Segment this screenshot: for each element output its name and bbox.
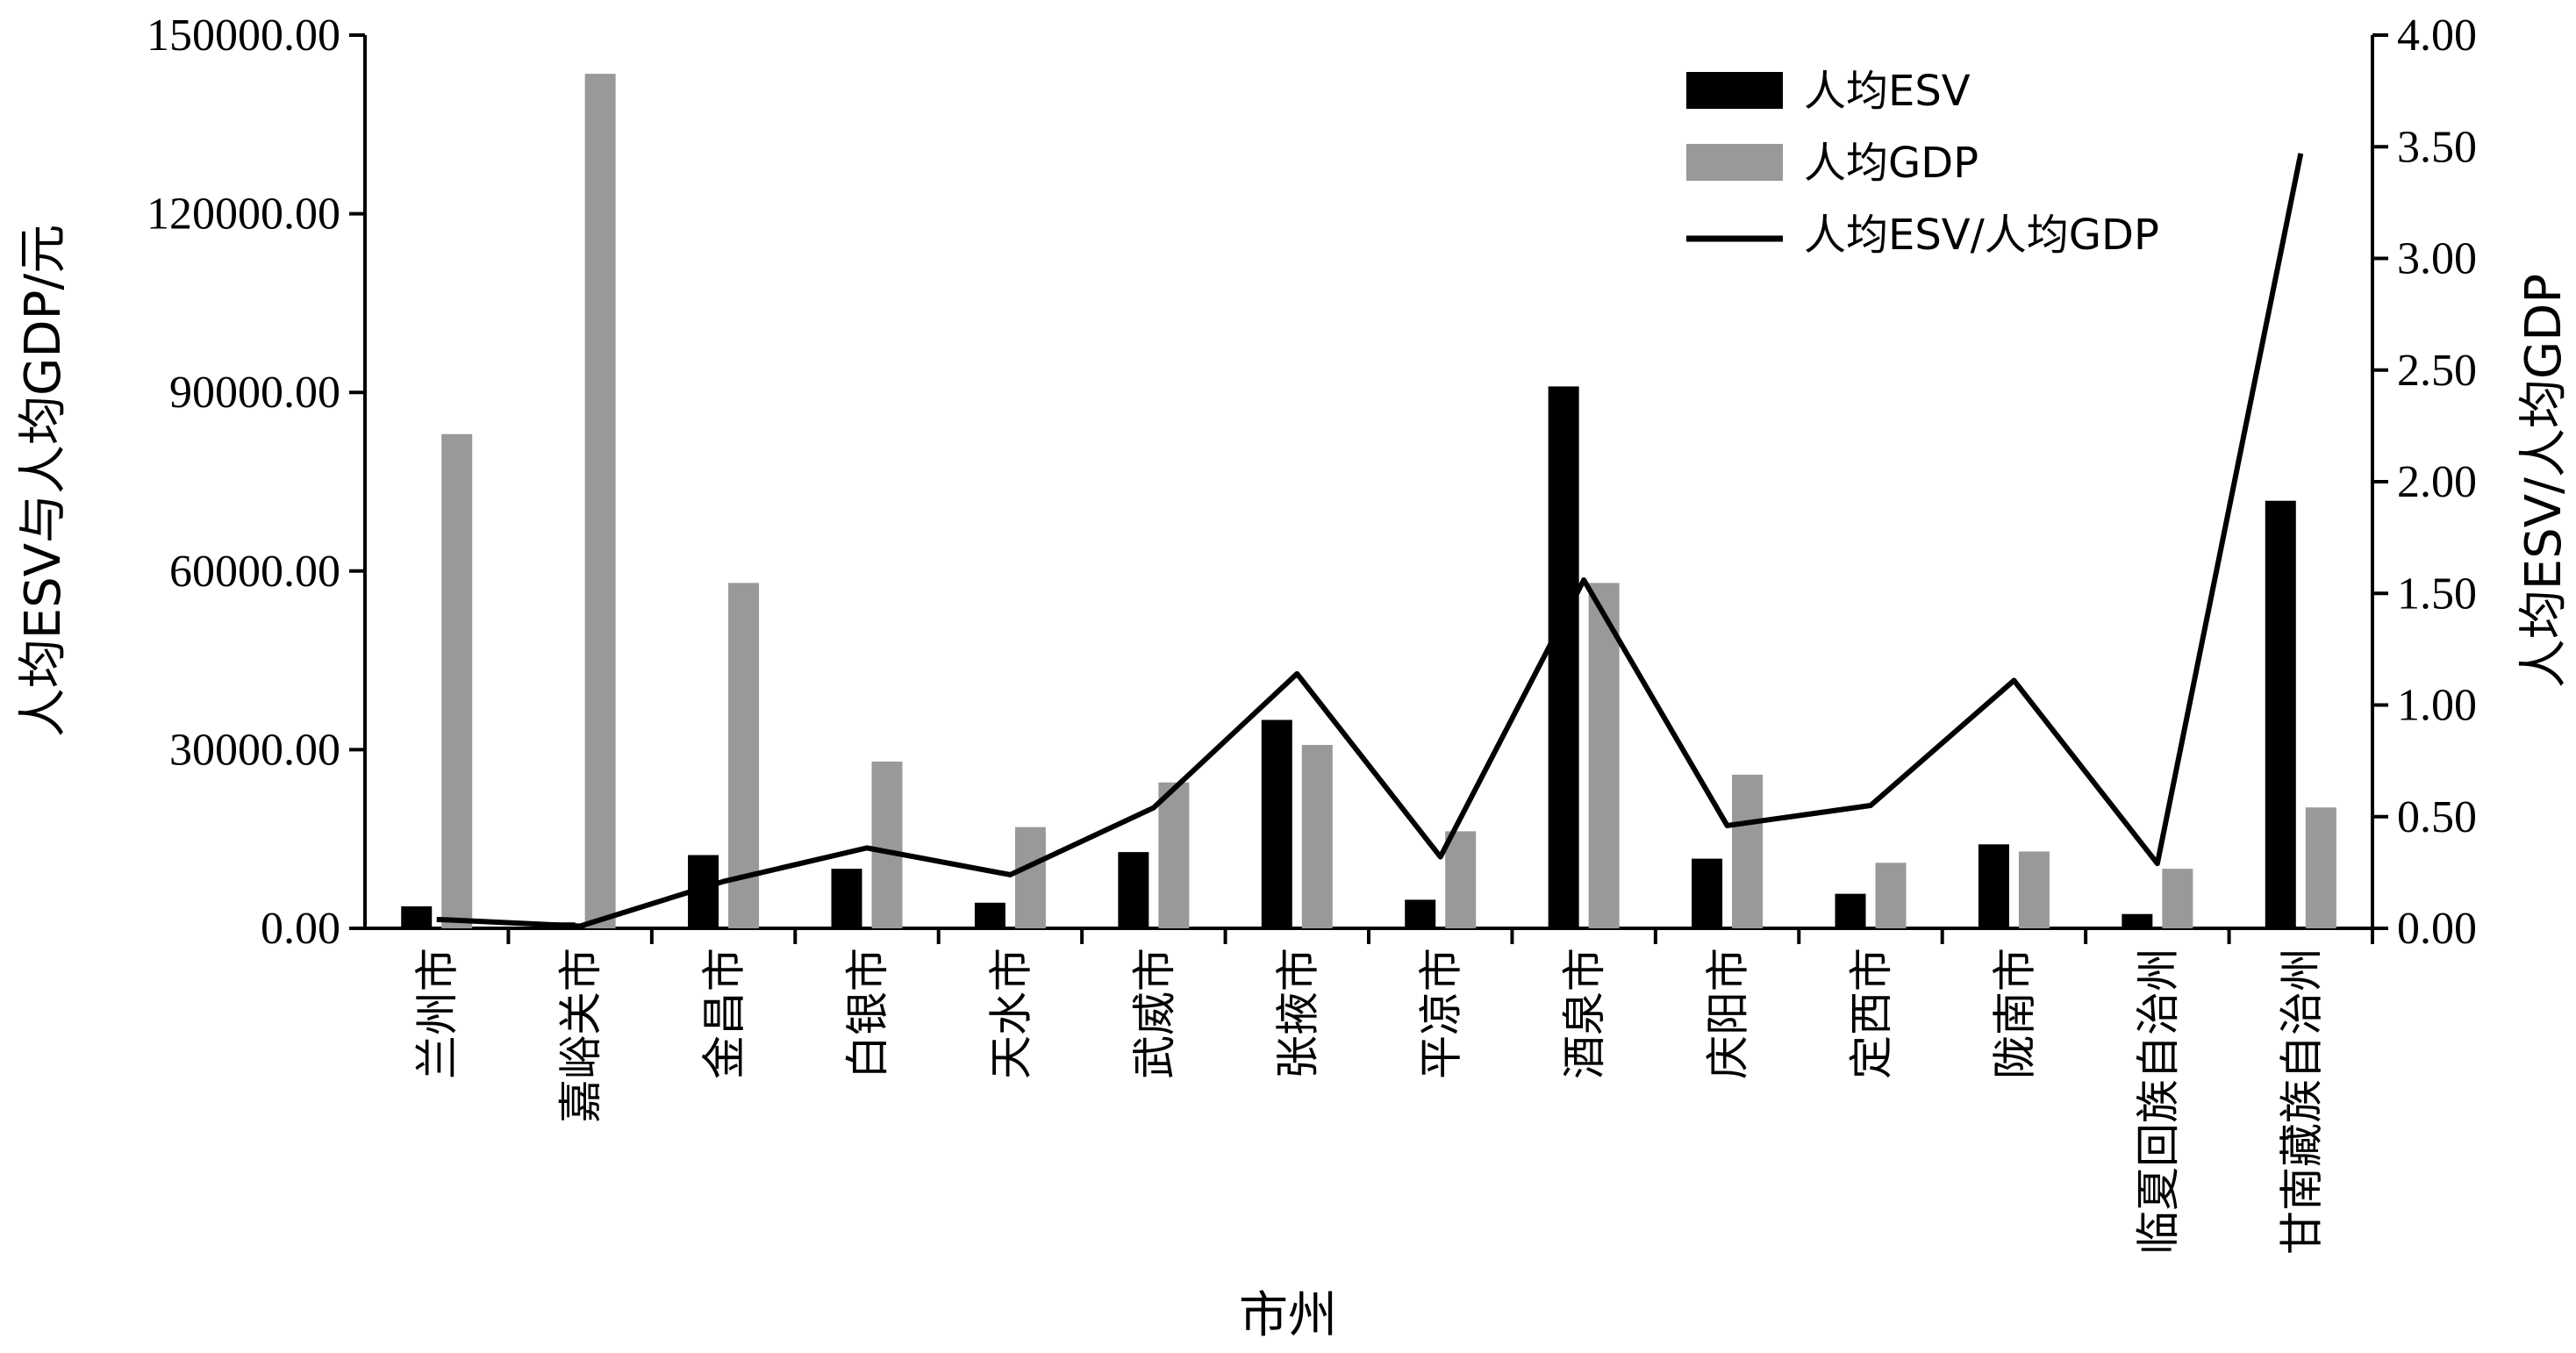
bar-esv (1118, 852, 1149, 928)
category-label: 定西市 (1846, 948, 1897, 1079)
y-left-tick-label: 90000.00 (169, 368, 340, 418)
bar-gdp (441, 433, 473, 928)
category-label-wrap: 金昌市 (699, 948, 750, 1079)
axes (363, 35, 2374, 930)
y-left-tick-label: 0.00 (261, 904, 340, 954)
y-right-tick-label: 2.00 (2397, 457, 2477, 507)
legend: 人均ESV 人均GDP 人均ESV/人均GDP (1686, 67, 2159, 260)
legend-label-esv: 人均ESV (1804, 67, 1971, 116)
bar-esv (831, 869, 862, 928)
ticks: 0.00 30000.00 60000.00 90000.00 120000.00 150… (147, 11, 2477, 954)
bar-esv (1261, 719, 1292, 928)
category-label-wrap: 平凉市 (1416, 948, 1467, 1079)
bar-esv (2122, 913, 2153, 928)
bar-gdp (1445, 831, 1477, 928)
y-axis-right-title-wrap: 人均ESV/人均GDP (2515, 274, 2572, 688)
category-label-wrap: 酒泉市 (1559, 948, 1610, 1079)
bar-esv (2265, 500, 2296, 928)
category-label-wrap: 陇南市 (1989, 948, 2040, 1079)
bar-gdp (1014, 827, 1046, 928)
bars (401, 74, 2336, 928)
bar-gdp (2305, 807, 2336, 928)
category-label: 兰州市 (412, 948, 463, 1079)
category-label-wrap: 临夏回族自治州 (2133, 948, 2184, 1255)
y-left-tick-label: 30000.00 (169, 725, 340, 775)
y-right-tick-label: 3.50 (2397, 122, 2477, 172)
category-label-wrap: 嘉峪关市 (555, 948, 606, 1123)
y-left-tick-label: 60000.00 (169, 547, 340, 597)
legend-label-gdp: 人均GDP (1804, 139, 1979, 188)
bar-gdp (1158, 782, 1190, 928)
category-label: 甘南藏族自治州 (2276, 948, 2327, 1255)
bar-gdp (1301, 744, 1333, 928)
bar-esv (1835, 893, 1866, 928)
category-label-wrap: 甘南藏族自治州 (2276, 948, 2327, 1255)
legend-swatch-esv (1686, 72, 1783, 109)
bar-esv (401, 906, 433, 928)
bar-esv (1692, 858, 1723, 928)
category-label: 武威市 (1129, 948, 1180, 1079)
bar-gdp (1732, 774, 1764, 928)
y-right-tick-label: 1.00 (2397, 681, 2477, 731)
y-right-tick-label: 3.00 (2397, 234, 2477, 284)
category-label: 庆阳市 (1703, 948, 1754, 1079)
category-label-wrap: 武威市 (1129, 948, 1180, 1079)
bar-gdp (2018, 851, 2050, 928)
y-right-tick-label: 0.50 (2397, 792, 2477, 842)
y-left-tick-label: 150000.00 (147, 11, 340, 61)
bar-esv (1978, 844, 2009, 928)
bar-gdp (871, 761, 903, 928)
category-label-wrap: 兰州市 (412, 948, 463, 1079)
category-label-wrap: 张掖市 (1272, 948, 1323, 1079)
bar-esv (1405, 899, 1436, 928)
y-right-tick-label: 0.00 (2397, 904, 2477, 954)
y-right-tick-label: 4.00 (2397, 11, 2477, 61)
bar-gdp (728, 583, 760, 928)
ratio-polyline (436, 153, 2304, 929)
bar-gdp (584, 74, 616, 928)
y-right-tick-label: 2.50 (2397, 346, 2477, 396)
category-label-wrap: 白银市 (842, 948, 893, 1079)
category-label-wrap: 庆阳市 (1703, 948, 1754, 1079)
category-label: 嘉峪关市 (555, 948, 606, 1123)
bar-gdp (2162, 869, 2193, 928)
category-label: 平凉市 (1416, 948, 1467, 1079)
y-axis-left-title: 人均ESV与人均GDP/元 (15, 225, 72, 737)
category-label: 天水市 (985, 948, 1036, 1079)
y-right-tick-label: 1.50 (2397, 569, 2477, 619)
bar-gdp (1588, 583, 1620, 928)
category-label: 陇南市 (1989, 948, 2040, 1079)
category-label: 白银市 (842, 948, 893, 1079)
category-label-wrap: 天水市 (985, 948, 1036, 1079)
category-label: 酒泉市 (1559, 948, 1610, 1079)
y-axis-left-title-wrap: 人均ESV与人均GDP/元 (15, 225, 72, 737)
bar-esv (974, 902, 1005, 928)
category-labels: 兰州市 嘉峪关市 金昌市 白银市 天水市 武威市 张掖市 平凉市 酒泉市 庆阳市 定西市 陇南市 临夏回… (412, 948, 2328, 1255)
legend-swatch-gdp (1686, 144, 1783, 181)
category-label-wrap: 定西市 (1846, 948, 1897, 1079)
ratio-line (436, 153, 2304, 929)
category-label: 临夏回族自治州 (2133, 948, 2184, 1255)
bar-esv (1548, 386, 1579, 928)
legend-label-ratio: 人均ESV/人均GDP (1804, 211, 2159, 260)
bar-gdp (1875, 863, 1907, 928)
category-label: 张掖市 (1272, 948, 1323, 1079)
y-left-tick-label: 120000.00 (147, 190, 340, 240)
x-axis-title: 市州 (1239, 1287, 1337, 1344)
category-label: 金昌市 (699, 948, 750, 1079)
y-axis-right-title: 人均ESV/人均GDP (2515, 274, 2572, 688)
